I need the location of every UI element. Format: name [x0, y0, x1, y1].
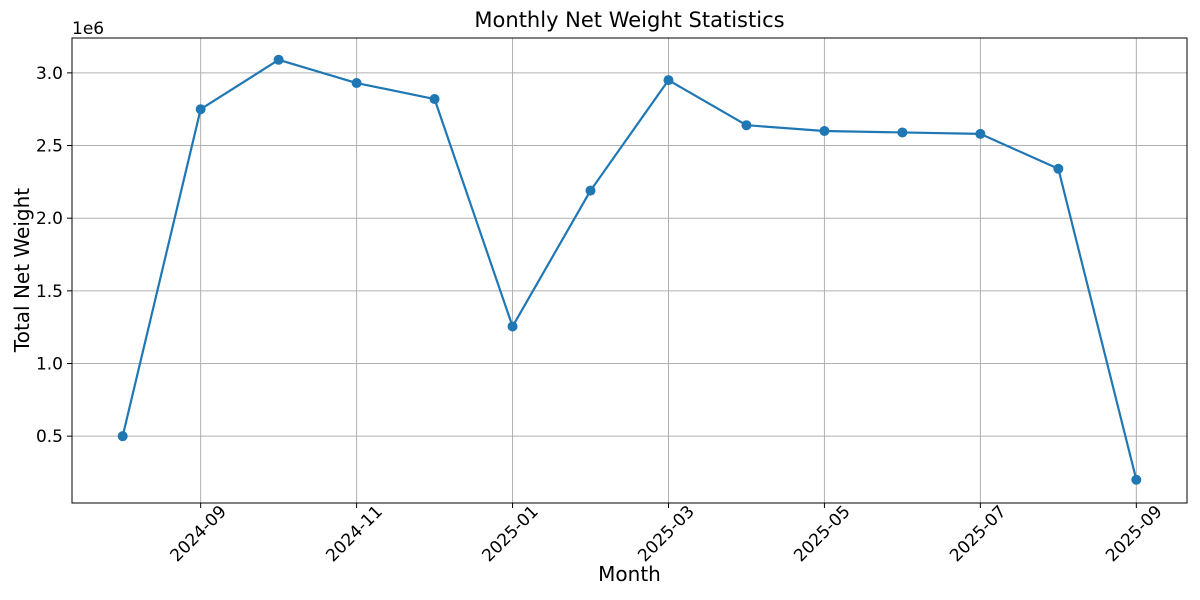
- y-tick-label: 0.5: [36, 427, 63, 447]
- x-tick-label: 2025-01: [478, 502, 542, 566]
- x-axis-label: Month: [598, 562, 661, 586]
- x-tick-label: 2024-11: [322, 502, 386, 566]
- y-axis-offset-label: 1e6: [72, 19, 105, 39]
- y-tick-label: 1.0: [36, 355, 63, 375]
- data-point-marker: [897, 127, 908, 138]
- data-point-marker: [585, 185, 596, 196]
- data-point-marker: [1053, 163, 1064, 174]
- data-point-marker: [663, 75, 674, 86]
- data-point-marker: [1131, 474, 1142, 485]
- y-tick-label: 2.5: [36, 137, 63, 157]
- x-tick-label: 2025-07: [946, 502, 1010, 566]
- x-tick-label: 2025-09: [1102, 502, 1166, 566]
- data-point-marker: [975, 128, 986, 139]
- data-point-marker: [273, 54, 284, 65]
- y-tick-label: 1.5: [36, 282, 63, 302]
- y-tick-label: 3.0: [36, 64, 63, 84]
- chart-title: Monthly Net Weight Statistics: [474, 8, 785, 32]
- data-point-marker: [429, 94, 440, 105]
- x-tick-label: 2025-05: [790, 502, 854, 566]
- data-point-marker: [819, 126, 830, 136]
- data-point-marker: [741, 120, 752, 131]
- data-point-marker: [351, 78, 362, 89]
- x-tick-label: 2024-09: [166, 502, 230, 566]
- y-axis-label: Total Net Weight: [10, 187, 34, 353]
- series-line: [121, 58, 1138, 481]
- axes-frame: [71, 37, 1188, 504]
- data-point-marker: [117, 431, 128, 442]
- y-tick-label: 2.0: [36, 209, 63, 229]
- x-tick-label: 2025-03: [634, 502, 698, 566]
- data-point-marker: [507, 321, 518, 332]
- data-point-marker: [195, 104, 206, 115]
